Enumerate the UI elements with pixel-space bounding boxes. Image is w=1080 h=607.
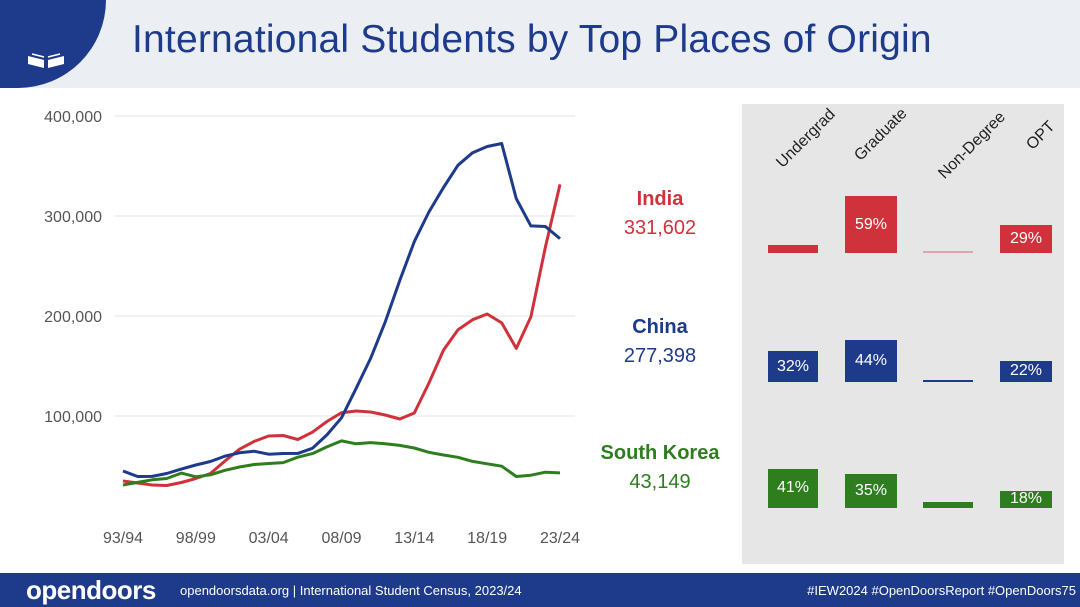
header-logo — [0, 0, 106, 88]
y-tick-label: 400,000 — [44, 109, 102, 126]
breakdown-bar-india-graduate: 59% — [845, 196, 897, 253]
breakdown-bar-china-opt: 22% — [1000, 360, 1052, 382]
x-tick-label: 13/14 — [394, 530, 434, 547]
y-tick-label: 300,000 — [44, 209, 102, 226]
breakdown-bar-china-non-degree — [923, 380, 973, 382]
footer-source: opendoorsdata.org | International Studen… — [180, 583, 522, 598]
country-count-china: 277,398 — [623, 345, 697, 367]
series-line-south-korea — [122, 439, 561, 487]
header: International Students by Top Places of … — [0, 0, 1080, 88]
x-tick-label: 98/99 — [176, 530, 216, 547]
line-chart: 400,000 300,000 200,000 100,000 93/94 98/99 0… — [44, 109, 580, 547]
x-tick-label: 08/09 — [321, 530, 361, 547]
x-tick-label: 93/94 — [103, 530, 143, 547]
x-tick-label: 18/19 — [467, 530, 507, 547]
breakdown-bar-india-non-degree — [923, 251, 973, 253]
breakdown-bar-south-korea-undergrad: 41% — [768, 468, 818, 508]
series-line-india — [122, 184, 562, 487]
book-icon — [28, 53, 64, 68]
breakdown-bar-china-undergrad: 32% — [768, 351, 818, 382]
y-tick-label: 200,000 — [44, 309, 102, 326]
series-line-china — [122, 142, 561, 478]
country-count-india: 331,602 — [623, 217, 697, 239]
footer: opendoors opendoorsdata.org | Internatio… — [0, 573, 1080, 607]
chart-lines — [122, 142, 562, 487]
breakdown-bar-india-opt: 29% — [1000, 225, 1052, 253]
breakdown-bar-south-korea-opt: 18% — [1000, 490, 1052, 508]
x-tick-label: 23/24 — [540, 530, 580, 547]
breakdown-bar-south-korea-graduate: 35% — [845, 474, 897, 508]
y-axis: 400,000 300,000 200,000 100,000 — [44, 109, 102, 426]
chart-grid — [115, 115, 575, 417]
country-name-india: India — [636, 188, 684, 210]
breakdown-bar-south-korea-non-degree — [923, 502, 973, 508]
brand-logo: opendoors — [26, 575, 156, 605]
y-tick-label: 100,000 — [44, 409, 102, 426]
breakdown-bar-china-graduate: 44% — [845, 339, 897, 382]
page-title: International Students by Top Places of … — [132, 18, 932, 61]
footer-hashtags: #IEW2024 #OpenDoorsReport #OpenDoors75 — [807, 583, 1076, 598]
country-name-china: China — [632, 316, 688, 338]
country-name-south-korea: South Korea — [600, 442, 720, 464]
x-axis: 93/94 98/99 03/04 08/09 13/14 18/19 23/24 — [103, 530, 580, 547]
breakdown-bar-india-undergrad — [768, 245, 818, 253]
country-count-south-korea: 43,149 — [629, 471, 691, 493]
x-tick-label: 03/04 — [249, 530, 289, 547]
